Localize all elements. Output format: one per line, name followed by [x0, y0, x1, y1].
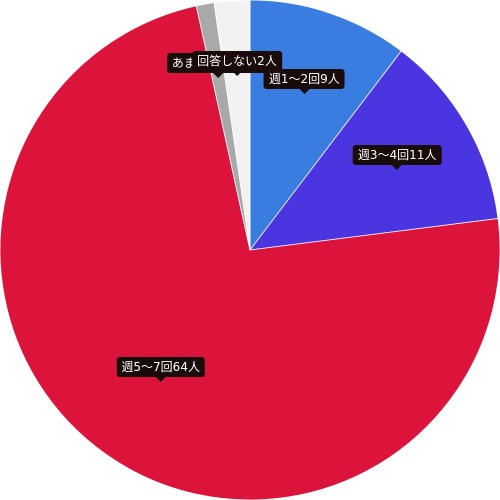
- slice-label: 週5〜7回64人: [116, 356, 205, 382]
- slice-label: 週1〜2回9人: [263, 68, 345, 94]
- slice-label: 週3〜4回11人: [352, 145, 442, 170]
- pie-slice[interactable]: [249, 0, 402, 252]
- slice-label: 回答しない2人: [192, 50, 282, 76]
